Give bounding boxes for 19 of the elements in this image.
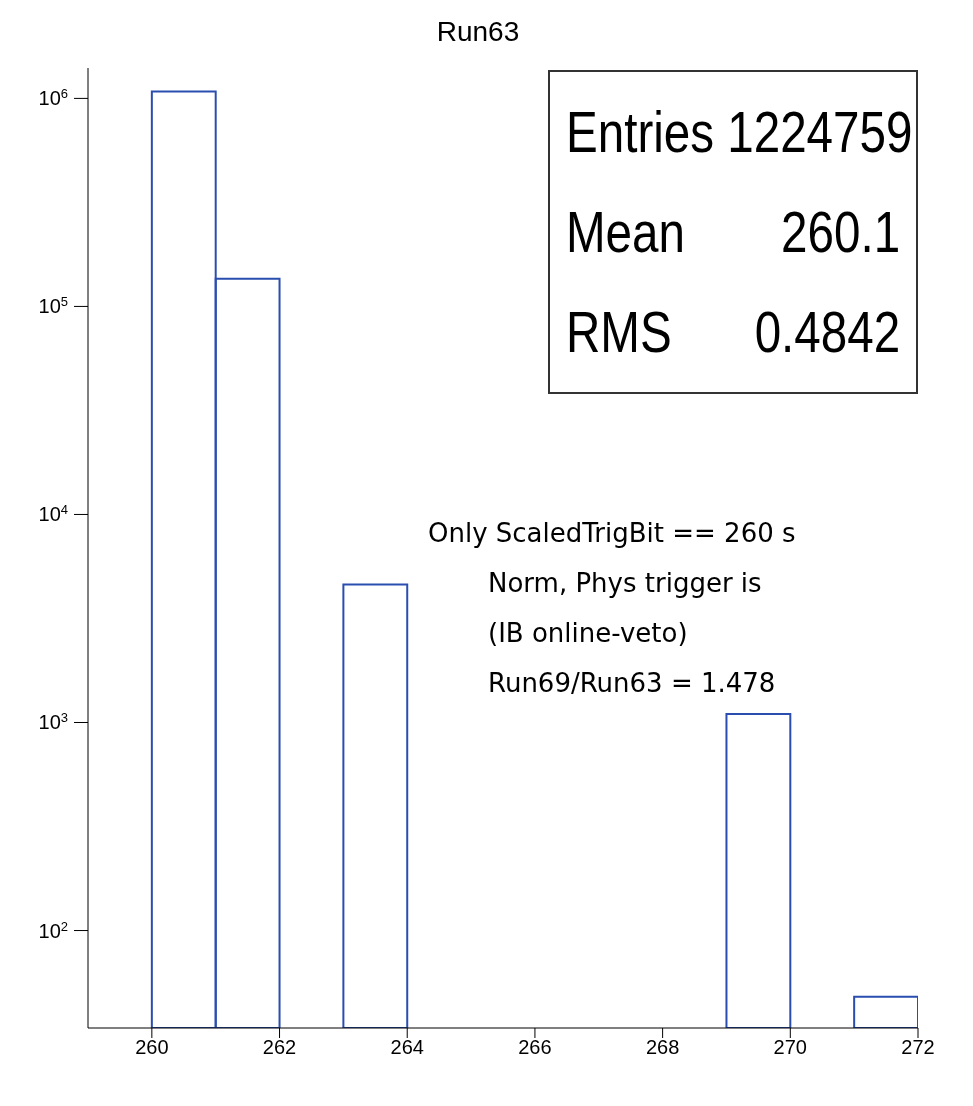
y-tick-label: 10$^{6}$	[38, 85, 68, 110]
y-tick-label: 10$^{3}$	[38, 710, 68, 734]
annotation: Norm, Phys trigger is	[487, 567, 763, 600]
x-tick-label: 264	[390, 1036, 424, 1059]
annotation: (IB online-veto)	[487, 617, 689, 650]
annotation: Run69/Run63 = 1.478	[487, 667, 777, 700]
annotation: Entries 1224759	[566, 98, 913, 166]
x-tick-label: 262	[262, 1036, 297, 1059]
x-tick-label: 260	[135, 1036, 169, 1059]
stats-box: Entries 1224759 Mean 260.1 RMS 0.4842	[548, 70, 918, 394]
y-tick-label: 10$^{4}$	[38, 501, 68, 526]
chart-title: Run63	[436, 16, 520, 47]
x-tick-label: 266	[518, 1036, 552, 1059]
x-tick-label: 272	[901, 1036, 935, 1059]
x-tick-label: 270	[773, 1036, 807, 1059]
x-tick-label: 268	[645, 1036, 680, 1059]
y-tick-label: 10$^{5}$	[38, 293, 68, 318]
annotation: Only ScaledTrigBit == 260 s	[428, 517, 796, 550]
y-tick-label: 10$^{2}$	[38, 918, 68, 942]
